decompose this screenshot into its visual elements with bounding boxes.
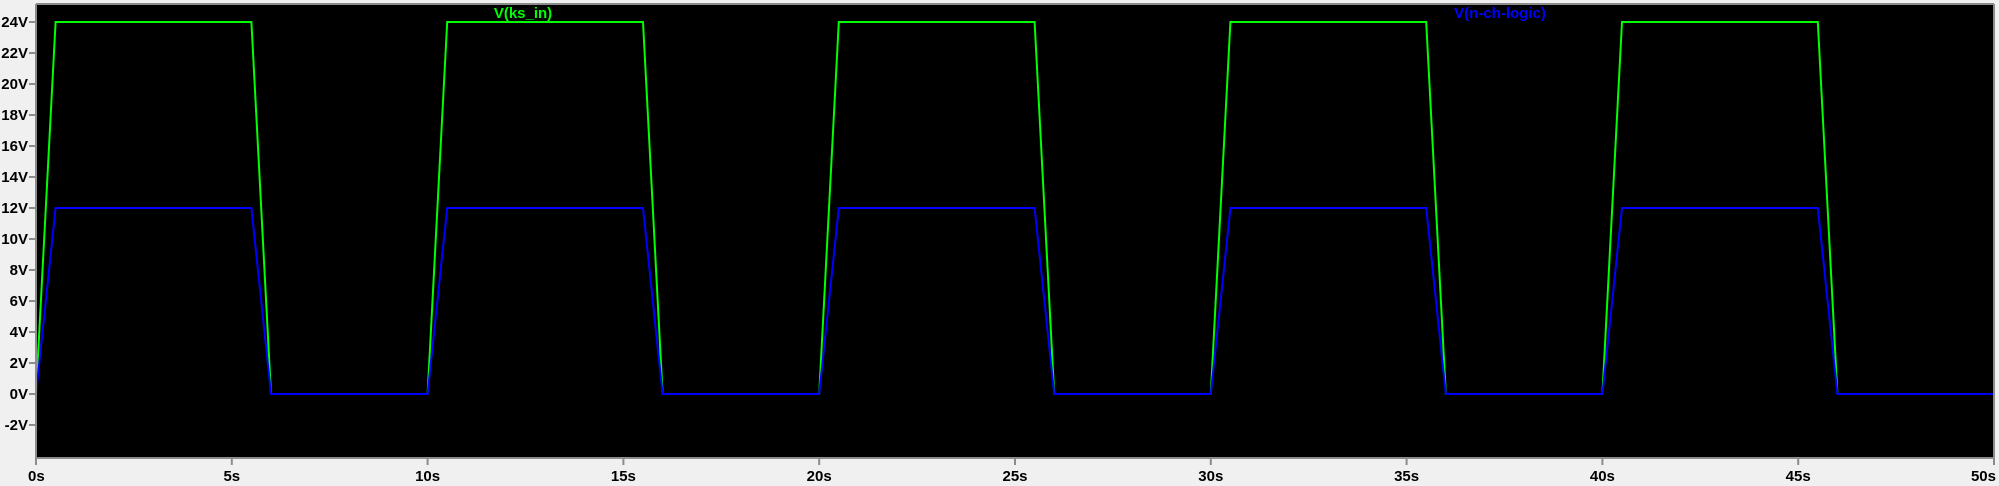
x-tick-label: 30s [1198,468,1223,485]
x-tick-label: 10s [415,468,440,485]
y-tick-label: 18V [1,107,28,124]
x-tick-label: 45s [1786,468,1811,485]
x-tick-label: 35s [1394,468,1419,485]
x-tick-label: 40s [1590,468,1615,485]
x-axis-ticks: 0s 5s 10s 15s 20s 25s 30s 35s 40s 45s 50s [28,458,1996,485]
y-tick-label: 4V [10,324,28,341]
x-tick-label: 25s [1002,468,1027,485]
y-tick-label: 2V [10,355,28,372]
legend-label-n-ch-logic[interactable]: V(n-ch-logic) [1454,5,1546,22]
x-tick-label: 20s [807,468,832,485]
y-tick-label: 6V [10,293,28,310]
legend: V(ks_in) V(n-ch-logic) [494,5,1546,22]
x-tick-label: 0s [28,468,45,485]
y-tick-label: 0V [10,386,28,403]
traces-layer [35,21,1994,395]
plot-background [36,4,1994,458]
y-tick-label: 16V [1,138,28,155]
x-tick-label: 50s [1971,468,1996,485]
y-tick-label: 12V [1,200,28,217]
y-tick-label: 8V [10,262,28,279]
y-tick-label: 10V [1,231,28,248]
y-tick-label: 24V [1,14,28,31]
x-tick-label: 5s [223,468,240,485]
legend-label-ks-in[interactable]: V(ks_in) [494,5,552,22]
y-tick-label: 22V [1,45,28,62]
y-tick-label: 14V [1,169,28,186]
y-tick-label: 20V [1,76,28,93]
y-tick-label: -2V [5,417,28,434]
y-axis-ticks: -2V 0V 2V 4V 6V 8V 10V 12V 14V 16V 18V 20V 22V 24V [1,14,36,434]
series-line-n-ch-logic [35,207,1994,395]
x-tick-label: 15s [611,468,636,485]
